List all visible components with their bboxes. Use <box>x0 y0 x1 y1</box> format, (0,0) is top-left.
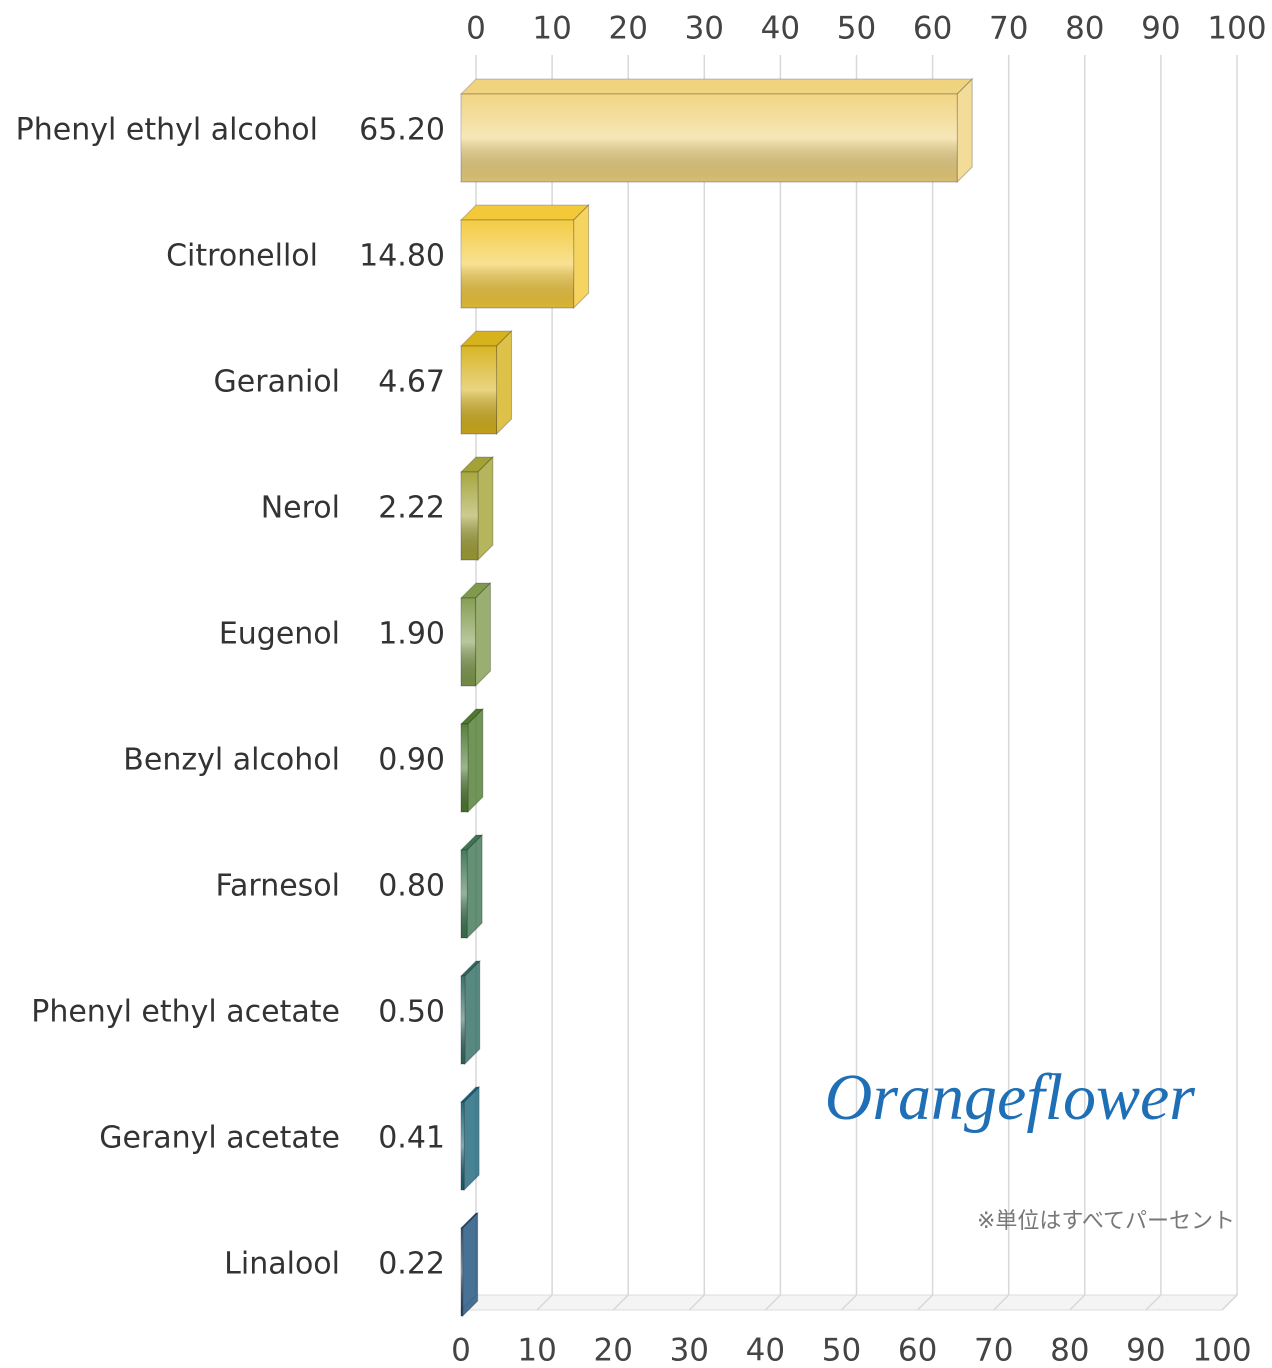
value-label: 0.50 <box>378 995 445 1030</box>
category-label: Geraniol <box>214 365 340 400</box>
floor-line <box>840 1294 858 1311</box>
x-tick-label-top: 50 <box>837 11 876 47</box>
bar-top <box>459 204 590 221</box>
floor-line <box>612 1294 629 1311</box>
bar-side <box>956 77 973 184</box>
floor-line <box>917 1294 934 1311</box>
floor-line <box>688 1294 705 1311</box>
value-label: 0.41 <box>378 1121 445 1156</box>
x-tick-label-bottom: 60 <box>898 1333 937 1368</box>
value-label: 0.22 <box>378 1247 445 1282</box>
x-tick-label-bottom: 10 <box>517 1333 556 1368</box>
x-tick-label-top: 20 <box>608 11 647 47</box>
x-tick-label-top: 70 <box>989 11 1028 47</box>
bar-shine <box>461 850 468 938</box>
value-label: 4.67 <box>378 365 445 400</box>
bar-shine <box>461 472 478 560</box>
value-label: 65.20 <box>359 113 445 148</box>
bar-shine <box>461 1102 465 1190</box>
bar-side <box>573 203 590 310</box>
category-label: Phenyl ethyl acetate <box>31 995 340 1030</box>
floor-line <box>1069 1294 1086 1311</box>
category-label: Geranyl acetate <box>99 1121 340 1156</box>
bar-side <box>477 455 494 562</box>
value-label: 2.22 <box>378 491 445 526</box>
value-label: 14.80 <box>359 239 445 274</box>
x-tick-label-top: 40 <box>761 11 800 47</box>
bar-shine <box>461 1228 463 1316</box>
bar-shine <box>461 346 497 434</box>
bar-side <box>496 329 513 436</box>
x-tick-label-top: 90 <box>1141 11 1180 47</box>
floor-line <box>1145 1294 1162 1311</box>
bar-shine <box>461 220 574 308</box>
x-tick-label-bottom: 90 <box>1126 1333 1165 1368</box>
x-tick-label-top: 100 <box>1207 11 1266 47</box>
x-tick-label-bottom: 0 <box>451 1333 471 1368</box>
x-tick-label-bottom: 20 <box>593 1333 632 1368</box>
category-label: Benzyl alcohol <box>123 743 340 778</box>
category-label: Farnesol <box>216 869 340 904</box>
category-label: Citronellol <box>166 239 318 274</box>
bar-side <box>466 833 483 940</box>
x-tick-label-bottom: 30 <box>670 1333 709 1368</box>
floor-line <box>764 1294 781 1311</box>
value-label: 0.90 <box>378 743 445 778</box>
x-tick-label-top: 80 <box>1065 11 1104 47</box>
bar-side <box>463 1085 480 1192</box>
note: ※単位はすべてパーセント <box>977 1209 1235 1234</box>
category-label: Eugenol <box>219 617 340 652</box>
value-label: 1.90 <box>378 617 445 652</box>
bar-shine <box>461 598 476 686</box>
x-tick-label-top: 10 <box>532 11 571 47</box>
x-tick-label-bottom: 70 <box>974 1333 1013 1368</box>
bar-side <box>464 959 481 1066</box>
x-tick-label-bottom: 100 <box>1192 1333 1251 1368</box>
bar-shine <box>461 724 468 812</box>
floor-line <box>993 1294 1010 1311</box>
bar-side <box>467 707 484 814</box>
bar-shine <box>461 94 958 182</box>
category-label: Phenyl ethyl alcohol <box>16 113 318 148</box>
brand: Orangeflower <box>825 1061 1196 1134</box>
x-tick-label-top: 60 <box>913 11 952 47</box>
floor-line <box>536 1294 553 1311</box>
bar-top <box>459 78 974 95</box>
category-label: Nerol <box>261 491 340 526</box>
bar-side <box>462 1211 479 1318</box>
x-tick-label-top: 0 <box>466 11 486 47</box>
bar-shine <box>461 976 465 1064</box>
category-label: Linalool <box>224 1247 340 1282</box>
x-tick-label-top: 30 <box>685 11 724 47</box>
value-label: 0.80 <box>378 869 445 904</box>
x-tick-label-bottom: 80 <box>1050 1333 1089 1368</box>
x-tick-label-bottom: 50 <box>822 1333 861 1368</box>
x-tick-label-bottom: 40 <box>746 1333 785 1368</box>
floor-line <box>1221 1294 1238 1311</box>
bar-side <box>474 581 491 688</box>
